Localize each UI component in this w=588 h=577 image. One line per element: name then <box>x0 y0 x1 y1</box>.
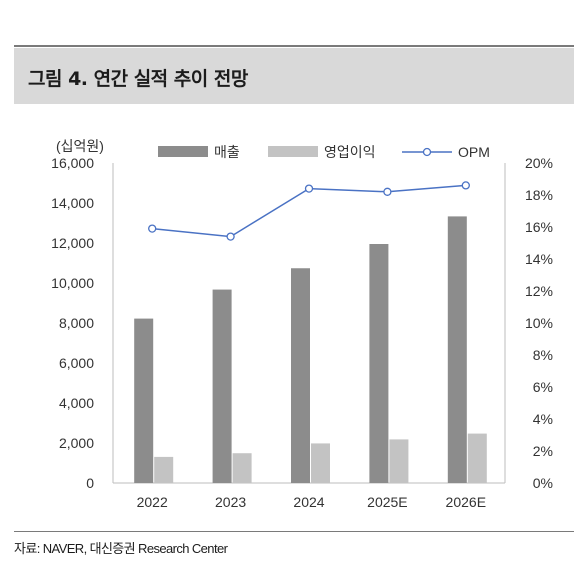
opm-point <box>461 181 470 190</box>
x-tick-label: 2026E <box>446 494 486 510</box>
operating-profit-bar <box>311 443 330 483</box>
right-tick-label: 18% <box>525 187 553 203</box>
legend-op-label: 영업이익 <box>324 144 376 160</box>
operating-profit-bar <box>154 456 174 483</box>
opm-point <box>148 224 157 233</box>
right-tick-label: 6% <box>533 379 553 395</box>
right-tick-label: 20% <box>525 155 553 171</box>
left-tick-label: 6,000 <box>59 355 94 371</box>
right-tick-label: 0% <box>533 475 553 491</box>
left-tick-label: 14,000 <box>51 195 94 211</box>
left-tick-label: 4,000 <box>59 395 94 411</box>
x-tick-label: 2024 <box>293 494 324 510</box>
revenue-bar <box>369 244 389 483</box>
left-tick-label: 8,000 <box>59 315 94 331</box>
left-tick-label: 16,000 <box>51 155 94 171</box>
revenue-bar <box>447 216 467 483</box>
left-tick-label: 10,000 <box>51 275 94 291</box>
operating-profit-bar <box>389 439 409 483</box>
operating-profit-bar <box>232 453 252 483</box>
legend-revenue-swatch <box>158 146 208 157</box>
right-tick-label: 12% <box>525 283 553 299</box>
x-tick-label: 2023 <box>215 494 246 510</box>
right-tick-label: 4% <box>533 411 553 427</box>
x-tick-label: 2025E <box>367 494 407 510</box>
revenue-bar <box>212 289 232 483</box>
legend-opm-label: OPM <box>458 144 490 160</box>
legend-revenue-label: 매출 <box>214 144 240 160</box>
left-tick-label: 2,000 <box>59 435 94 451</box>
opm-point <box>304 184 314 193</box>
right-tick-label: 8% <box>533 347 553 363</box>
right-tick-label: 16% <box>525 219 553 235</box>
title-band <box>14 48 574 104</box>
x-tick-label: 2022 <box>137 494 168 510</box>
opm-point <box>383 187 392 196</box>
left-tick-label: 0 <box>86 475 94 491</box>
title-top-rule <box>14 45 574 47</box>
source-rule <box>14 531 574 532</box>
right-tick-label: 10% <box>525 315 553 331</box>
figure-title: 그림 4. 연간 실적 추이 전망 <box>28 68 248 90</box>
right-tick-label: 14% <box>525 251 553 267</box>
revenue-bar <box>134 318 154 483</box>
right-tick-label: 2% <box>533 443 553 459</box>
opm-point <box>226 232 235 241</box>
opm-line <box>152 184 466 238</box>
revenue-bar <box>291 268 310 483</box>
left-tick-label: 12,000 <box>51 235 94 251</box>
legend-op-swatch <box>268 146 318 157</box>
legend-opm-marker <box>422 147 432 157</box>
source-note: 자료: NAVER, 대신증권 Research Center <box>14 541 228 556</box>
left-axis-unit: (십억원) <box>56 138 104 154</box>
operating-profit-bar <box>467 433 487 483</box>
